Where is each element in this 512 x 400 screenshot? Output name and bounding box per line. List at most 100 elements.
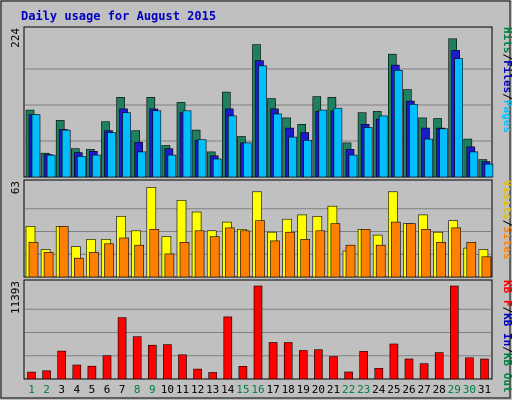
bar-middle-sites-day-19 xyxy=(300,239,311,278)
bar-bottom-kb-f-day-30 xyxy=(465,357,474,380)
bar-top-pages-day-31 xyxy=(484,163,494,178)
panel-top-legend-item: Files xyxy=(501,60,512,93)
bar-bottom-kb-f-day-10 xyxy=(163,344,172,380)
bar-middle-sites-day-27 xyxy=(421,229,431,278)
bar-bottom-kb-f-day-20 xyxy=(314,349,323,380)
bar-middle-sites-day-22 xyxy=(345,244,356,278)
bar-top-pages-day-10 xyxy=(167,154,177,178)
bar-bottom-kb-f-day-26 xyxy=(404,358,414,380)
day-label-1: 1 xyxy=(28,383,35,396)
bar-top-pages-day-15 xyxy=(243,142,252,178)
day-label-5: 5 xyxy=(89,383,96,396)
day-label-13: 13 xyxy=(206,383,219,396)
day-label-29: 29 xyxy=(448,383,461,396)
panel-bottom-side-legend: KB F/KB In/KB Out xyxy=(501,280,512,393)
bar-top-pages-day-3 xyxy=(61,129,71,178)
bar-top-pages-day-2 xyxy=(46,154,56,178)
panel-bottom-legend-item: / xyxy=(501,346,512,353)
panel-bottom-legend-item: KB Out xyxy=(501,353,512,393)
day-label-6: 6 xyxy=(104,383,111,396)
bar-top-pages-day-5 xyxy=(92,154,101,178)
bar-top-pages-day-9 xyxy=(152,110,162,178)
bar-bottom-kb-f-day-16 xyxy=(253,285,263,380)
bar-bottom-kb-f-day-13 xyxy=(208,372,217,380)
panel-top-side-legend: Hits/Files/Pages xyxy=(501,27,512,133)
bar-bottom-kb-f-day-15 xyxy=(238,365,248,380)
bar-middle-sites-day-16 xyxy=(255,220,265,278)
bar-bottom-kb-f-day-11 xyxy=(178,354,187,380)
bar-top-pages-day-11 xyxy=(182,110,192,178)
bar-bottom-kb-f-day-7 xyxy=(117,317,127,380)
bar-top-pages-day-22 xyxy=(348,154,358,178)
bar-middle-sites-day-1 xyxy=(28,242,39,278)
bar-bottom-kb-f-day-12 xyxy=(193,368,202,380)
bar-top-pages-day-29 xyxy=(454,58,464,178)
bar-bottom-kb-f-day-3 xyxy=(57,350,67,380)
panel-middle-max-label: 63 xyxy=(9,181,22,194)
bar-top-pages-day-19 xyxy=(303,140,313,178)
day-labels-layer: 1 2 3 4 5 6 7 8 9 10 11 12 13 14 15 16 17 18 19 20 21 22 23 24 2… xyxy=(28,383,491,396)
day-label-31: 31 xyxy=(478,383,491,396)
day-label-15: 15 xyxy=(236,383,249,396)
bar-bottom-kb-f-day-27 xyxy=(419,363,429,380)
day-label-17: 17 xyxy=(266,383,279,396)
bar-middle-sites-day-3 xyxy=(58,226,69,278)
day-label-14: 14 xyxy=(221,383,235,396)
bar-top-pages-day-23 xyxy=(363,127,373,178)
bar-top-pages-day-26 xyxy=(409,104,418,178)
panel-middle-side-legend: Visits/Sites xyxy=(501,180,512,260)
panel-top-legend-item: / xyxy=(501,93,512,100)
bar-top-pages-day-6 xyxy=(107,132,116,178)
bar-top-pages-day-28 xyxy=(439,128,448,178)
bar-top-pages-day-27 xyxy=(424,138,433,178)
day-label-3: 3 xyxy=(58,383,65,396)
day-label-7: 7 xyxy=(119,383,126,396)
bar-middle-sites-day-25 xyxy=(390,221,401,278)
bar-middle-sites-day-28 xyxy=(436,242,446,278)
day-label-10: 10 xyxy=(161,383,174,396)
day-label-19: 19 xyxy=(297,383,310,396)
bar-bottom-kb-f-day-1 xyxy=(27,371,36,380)
day-label-12: 12 xyxy=(191,383,204,396)
panel-bottom-legend-item: KB F xyxy=(501,280,512,307)
day-label-20: 20 xyxy=(312,383,325,396)
panel-middle-legend-item: / xyxy=(501,220,512,227)
bar-top-pages-day-18 xyxy=(288,136,297,178)
bar-bottom-kb-f-day-6 xyxy=(102,355,112,380)
bar-top-pages-day-25 xyxy=(393,70,403,178)
bar-middle-sites-day-21 xyxy=(330,223,341,278)
panel-middle-legend-item: Visits xyxy=(501,180,512,220)
bar-top-pages-day-30 xyxy=(469,151,479,178)
bar-middle-sites-day-29 xyxy=(451,227,462,278)
bar-top-pages-day-13 xyxy=(212,158,222,178)
bar-bottom-kb-f-day-4 xyxy=(72,364,82,380)
day-label-2: 2 xyxy=(43,383,50,396)
bar-middle-sites-day-10 xyxy=(164,253,175,278)
panel-top-legend-item: / xyxy=(501,54,512,61)
panel-bottom-legend-item: KB In xyxy=(501,313,512,346)
bar-middle-sites-day-5 xyxy=(89,252,99,278)
day-label-8: 8 xyxy=(134,383,141,396)
day-label-4: 4 xyxy=(73,383,80,396)
bar-middle-sites-day-8 xyxy=(134,244,144,278)
day-label-25: 25 xyxy=(387,383,400,396)
panel-top-legend-item: Hits xyxy=(501,27,512,54)
bar-middle-sites-day-13 xyxy=(209,236,220,278)
panel-bottom-max-label: 11393 xyxy=(9,281,22,314)
bar-middle-sites-day-12 xyxy=(194,230,205,278)
bar-top-pages-day-4 xyxy=(77,156,86,178)
bar-top-pages-day-7 xyxy=(122,112,131,178)
panels-layer: 224Hits/Files/Pages63Visits/Sites11393KB… xyxy=(9,26,512,393)
bar-middle-sites-day-6 xyxy=(104,243,114,278)
bar-top-pages-day-12 xyxy=(197,139,207,178)
bar-bottom-kb-f-day-2 xyxy=(42,370,51,380)
bar-bottom-kb-f-day-21 xyxy=(329,356,338,380)
bar-top-pages-day-1 xyxy=(31,114,41,178)
day-label-24: 24 xyxy=(372,383,386,396)
bar-middle-sites-day-20 xyxy=(315,230,326,278)
bar-bottom-kb-f-day-22 xyxy=(344,371,353,380)
bar-middle-sites-day-23 xyxy=(360,229,371,278)
bar-bottom-kb-f-day-23 xyxy=(359,351,369,380)
